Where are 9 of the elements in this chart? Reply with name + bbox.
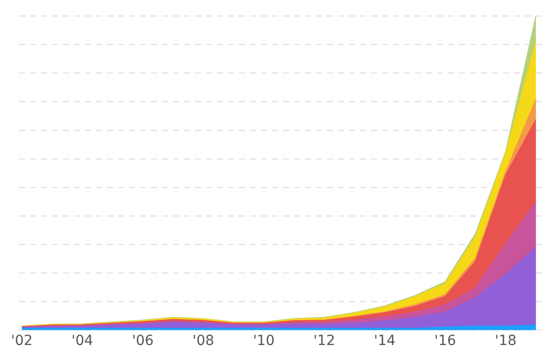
- x-tick-label: '10: [252, 333, 275, 350]
- x-tick-label: '12: [313, 333, 336, 350]
- x-tick-label: '06: [132, 333, 154, 350]
- x-tick-label: '04: [72, 333, 94, 350]
- x-tick-label: '14: [374, 333, 396, 350]
- x-tick-label: '02: [11, 333, 33, 350]
- x-tick-label: '16: [434, 333, 456, 350]
- x-tick-label: '08: [192, 333, 214, 350]
- x-tick-label: '18: [494, 333, 517, 350]
